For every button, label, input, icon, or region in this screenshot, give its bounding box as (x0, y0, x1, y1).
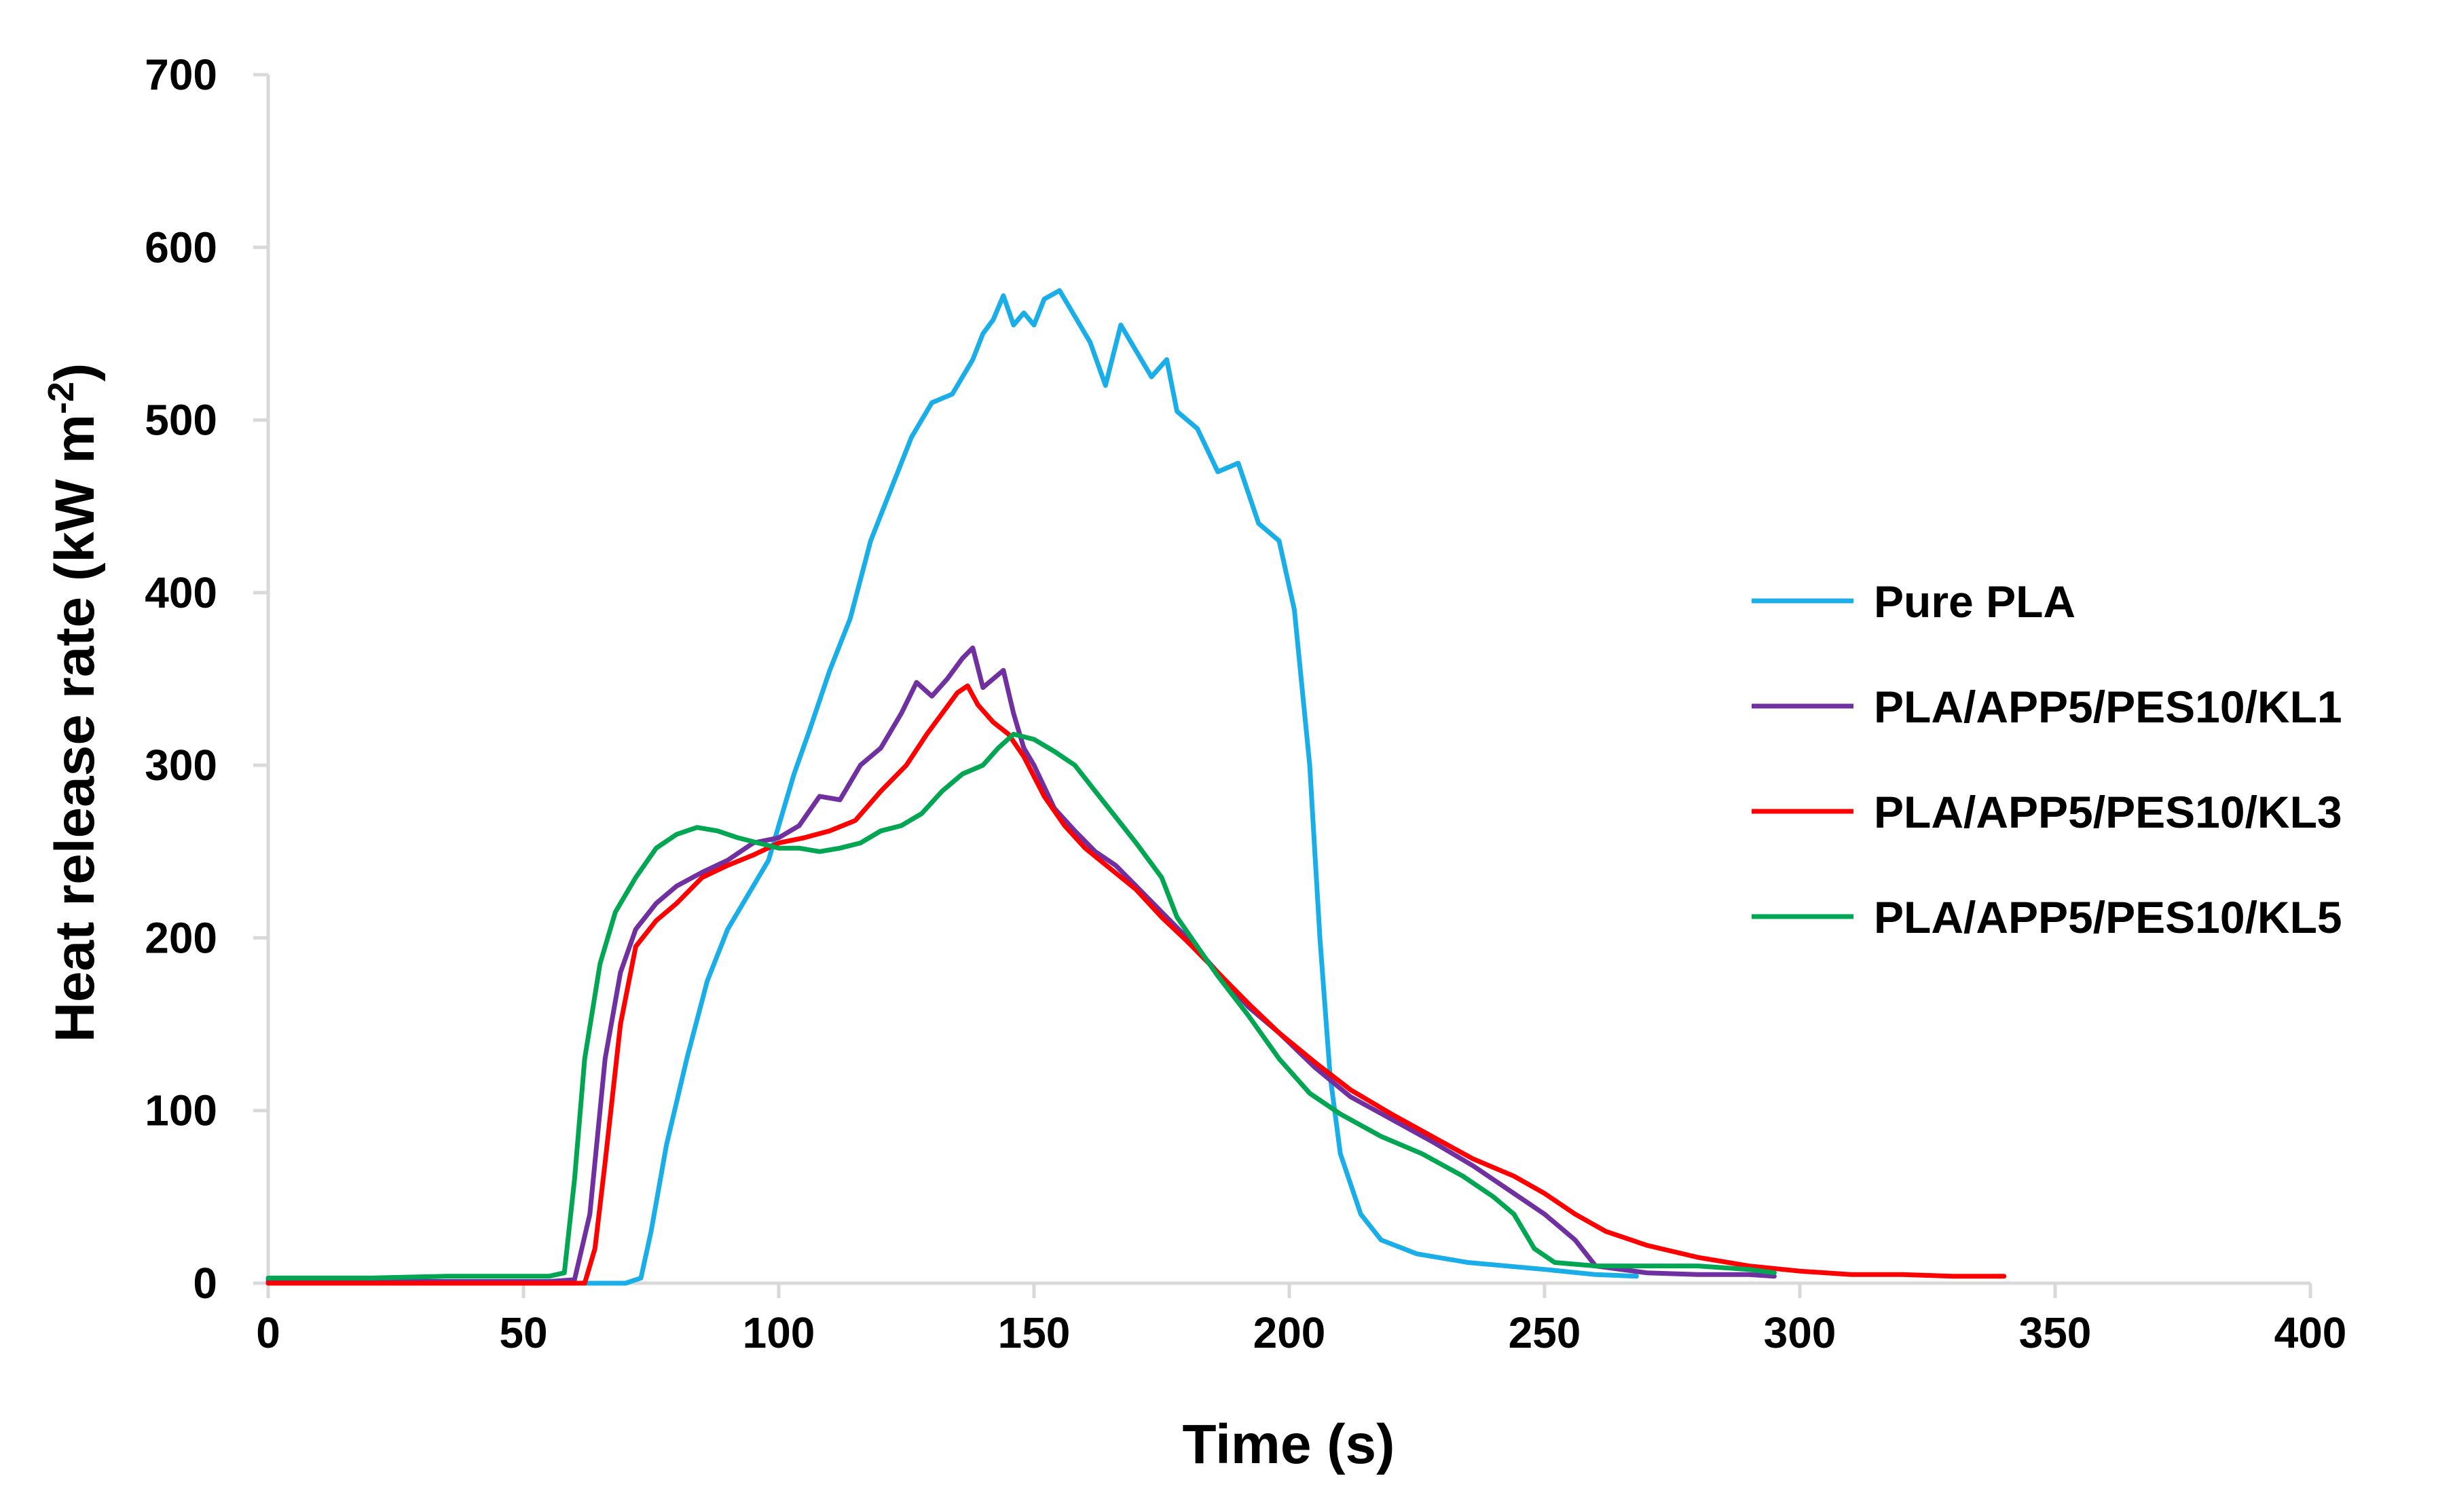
y-tick-label: 100 (145, 1086, 217, 1135)
y-tick-label: 200 (145, 913, 217, 962)
legend-label: Pure PLA (1874, 576, 2075, 627)
x-tick-label: 400 (2274, 1308, 2347, 1357)
y-tick-label: 700 (145, 50, 217, 99)
axes: 0 100 200 300 400 500 600 700 0 50 100 150 200 250 300… (145, 50, 2346, 1357)
x-tick-label: 50 (499, 1308, 547, 1357)
series-line-3 (265, 683, 2007, 1286)
x-axis-title: Time (s) (1183, 1414, 1395, 1475)
legend-label: PLA/APP5/PES10/KL5 (1874, 892, 2342, 942)
y-axis-title-main: Heat release rate (kW m (44, 414, 106, 1042)
x-tick-label: 250 (1509, 1308, 1581, 1357)
series-line-1 (265, 288, 1639, 1286)
legend-label: PLA/APP5/PES10/KL3 (1874, 787, 2342, 837)
x-tick-label: 350 (2019, 1308, 2092, 1357)
y-tick-label: 600 (145, 223, 217, 272)
y-tick-label: 400 (145, 568, 217, 617)
x-tick-label: 300 (1764, 1308, 1836, 1357)
y-axis-title: Heat release rate (kW m-2) (41, 363, 106, 1043)
series-line-2 (265, 645, 1777, 1284)
x-tick-label: 200 (1253, 1308, 1326, 1357)
y-tick-label: 500 (145, 396, 217, 445)
legend-label: PLA/APP5/PES10/KL1 (1874, 682, 2342, 732)
y-axis-title-superscript: -2 (41, 382, 81, 414)
series-lines (265, 288, 2007, 1286)
y-tick-label: 300 (145, 741, 217, 790)
x-tick-label: 100 (743, 1308, 815, 1357)
legend: Pure PLA PLA/APP5/PES10/KL1 PLA/APP5/PES10… (1752, 576, 2342, 942)
y-axis-title-close: ) (44, 363, 106, 382)
x-tick-label: 0 (256, 1308, 280, 1357)
y-tick-label: 0 (193, 1259, 217, 1308)
x-tick-label: 150 (998, 1308, 1071, 1357)
series-line-4 (265, 731, 1777, 1280)
